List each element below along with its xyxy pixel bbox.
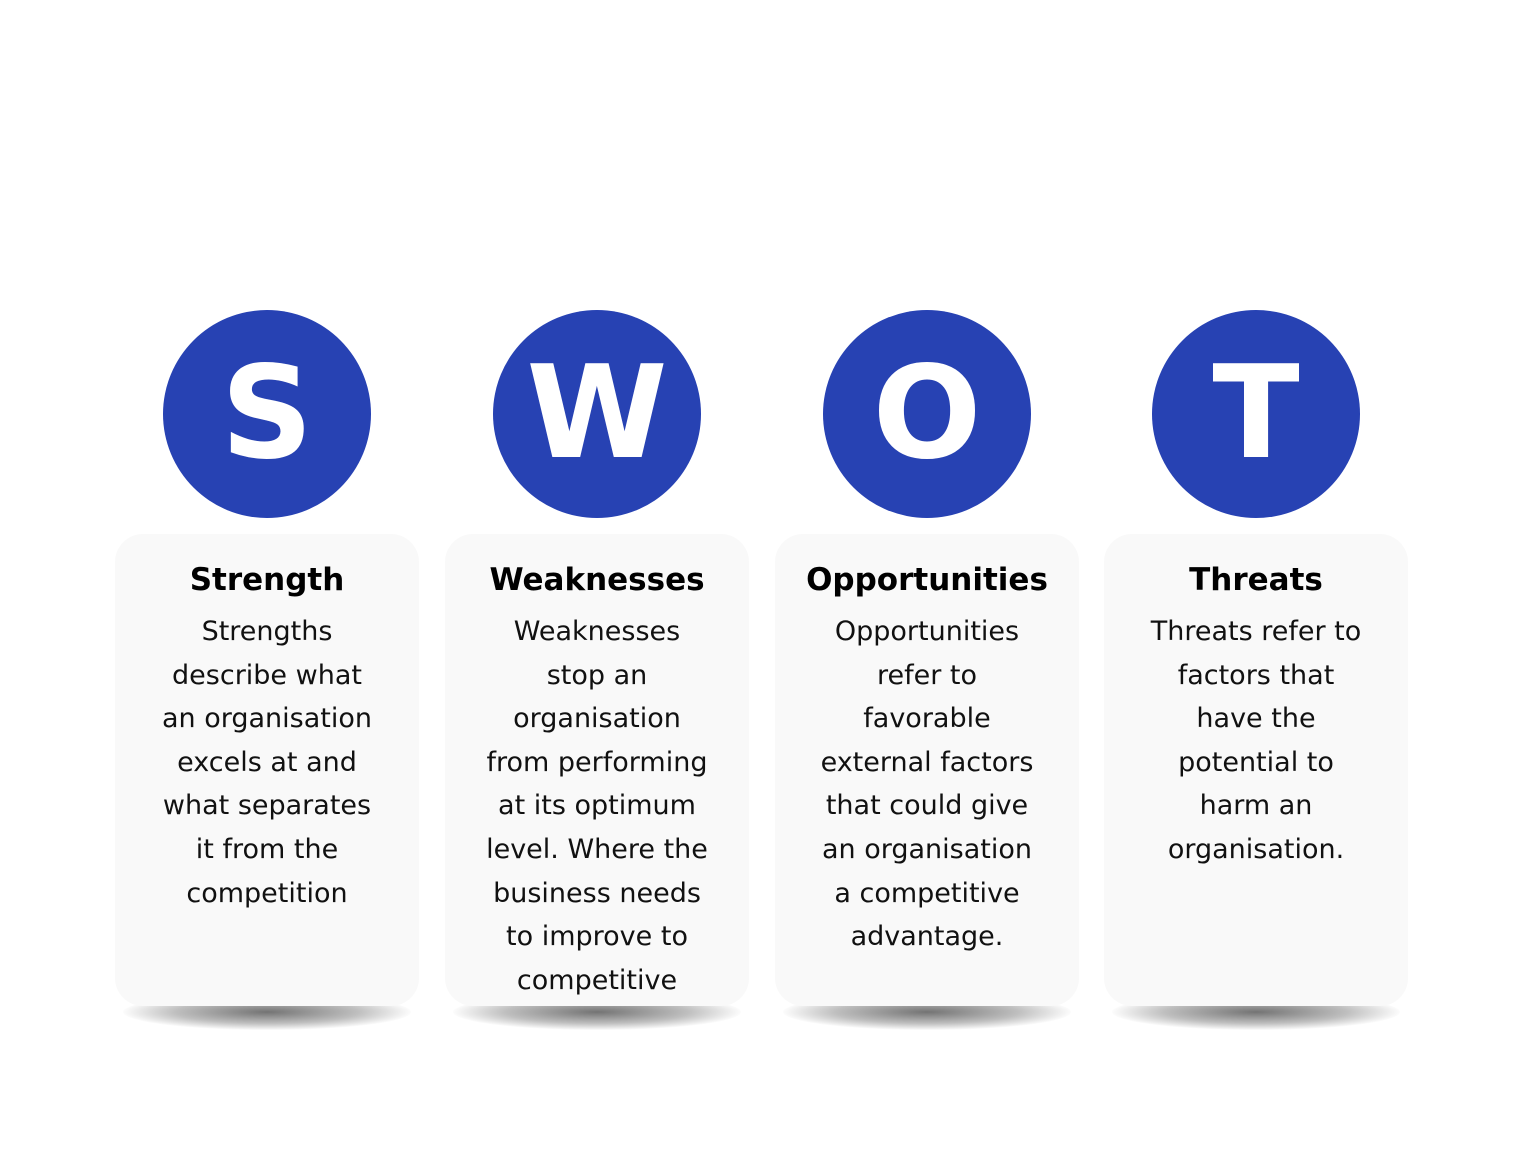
strength-letter-circle: S — [163, 310, 371, 518]
opportunities-card: Opportunities Opportunities refer to fav… — [775, 534, 1079, 1006]
opportunities-letter-circle: O — [823, 310, 1031, 518]
threats-title: Threats — [1189, 562, 1323, 598]
weaknesses-letter: W — [526, 339, 668, 488]
threats-letter: T — [1212, 339, 1300, 488]
opportunities-title: Opportunities — [806, 562, 1048, 598]
strength-title: Strength — [189, 562, 345, 598]
swot-column-weaknesses: W Weaknesses Weaknesses stop an organisa… — [445, 310, 749, 1040]
weaknesses-title: Weaknesses — [489, 562, 705, 598]
strength-letter: S — [220, 339, 314, 488]
strength-description: Strengths describe what an organisation … — [161, 616, 372, 909]
threats-card: Threats Threats refer to factors that ha… — [1104, 534, 1408, 1006]
weaknesses-description: Weaknesses stop an organisation from per… — [486, 616, 708, 996]
strength-card: Strength Strengths describe what an orga… — [115, 534, 419, 1006]
threats-letter-circle: T — [1152, 310, 1360, 518]
swot-column-opportunities: O Opportunities Opportunities refer to f… — [775, 310, 1079, 1040]
opportunities-description: Opportunities refer to favorable externa… — [820, 616, 1034, 953]
swot-column-threats: T Threats Threats refer to factors that … — [1104, 310, 1408, 1040]
weaknesses-card: Weaknesses Weaknesses stop an organisati… — [445, 534, 749, 1006]
threats-description: Threats refer to factors that have the p… — [1150, 616, 1362, 865]
weaknesses-letter-circle: W — [493, 310, 701, 518]
opportunities-letter: O — [872, 339, 982, 488]
swot-column-strength: S Strength Strengths describe what an or… — [115, 310, 419, 1040]
